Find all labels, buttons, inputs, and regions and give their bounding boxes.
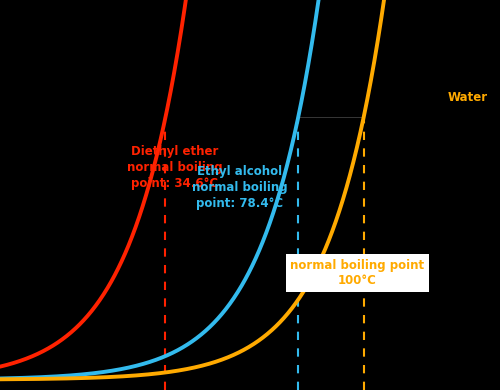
Text: normal boiling point
100°C: normal boiling point 100°C — [290, 259, 424, 287]
Text: Water: Water — [448, 91, 488, 104]
Text: Diethyl ether
normal boiling
point: 34.6°C: Diethyl ether normal boiling point: 34.6… — [127, 145, 223, 190]
Text: Ethyl alcohol
normal boiling
point: 78.4°C: Ethyl alcohol normal boiling point: 78.4… — [192, 165, 288, 210]
